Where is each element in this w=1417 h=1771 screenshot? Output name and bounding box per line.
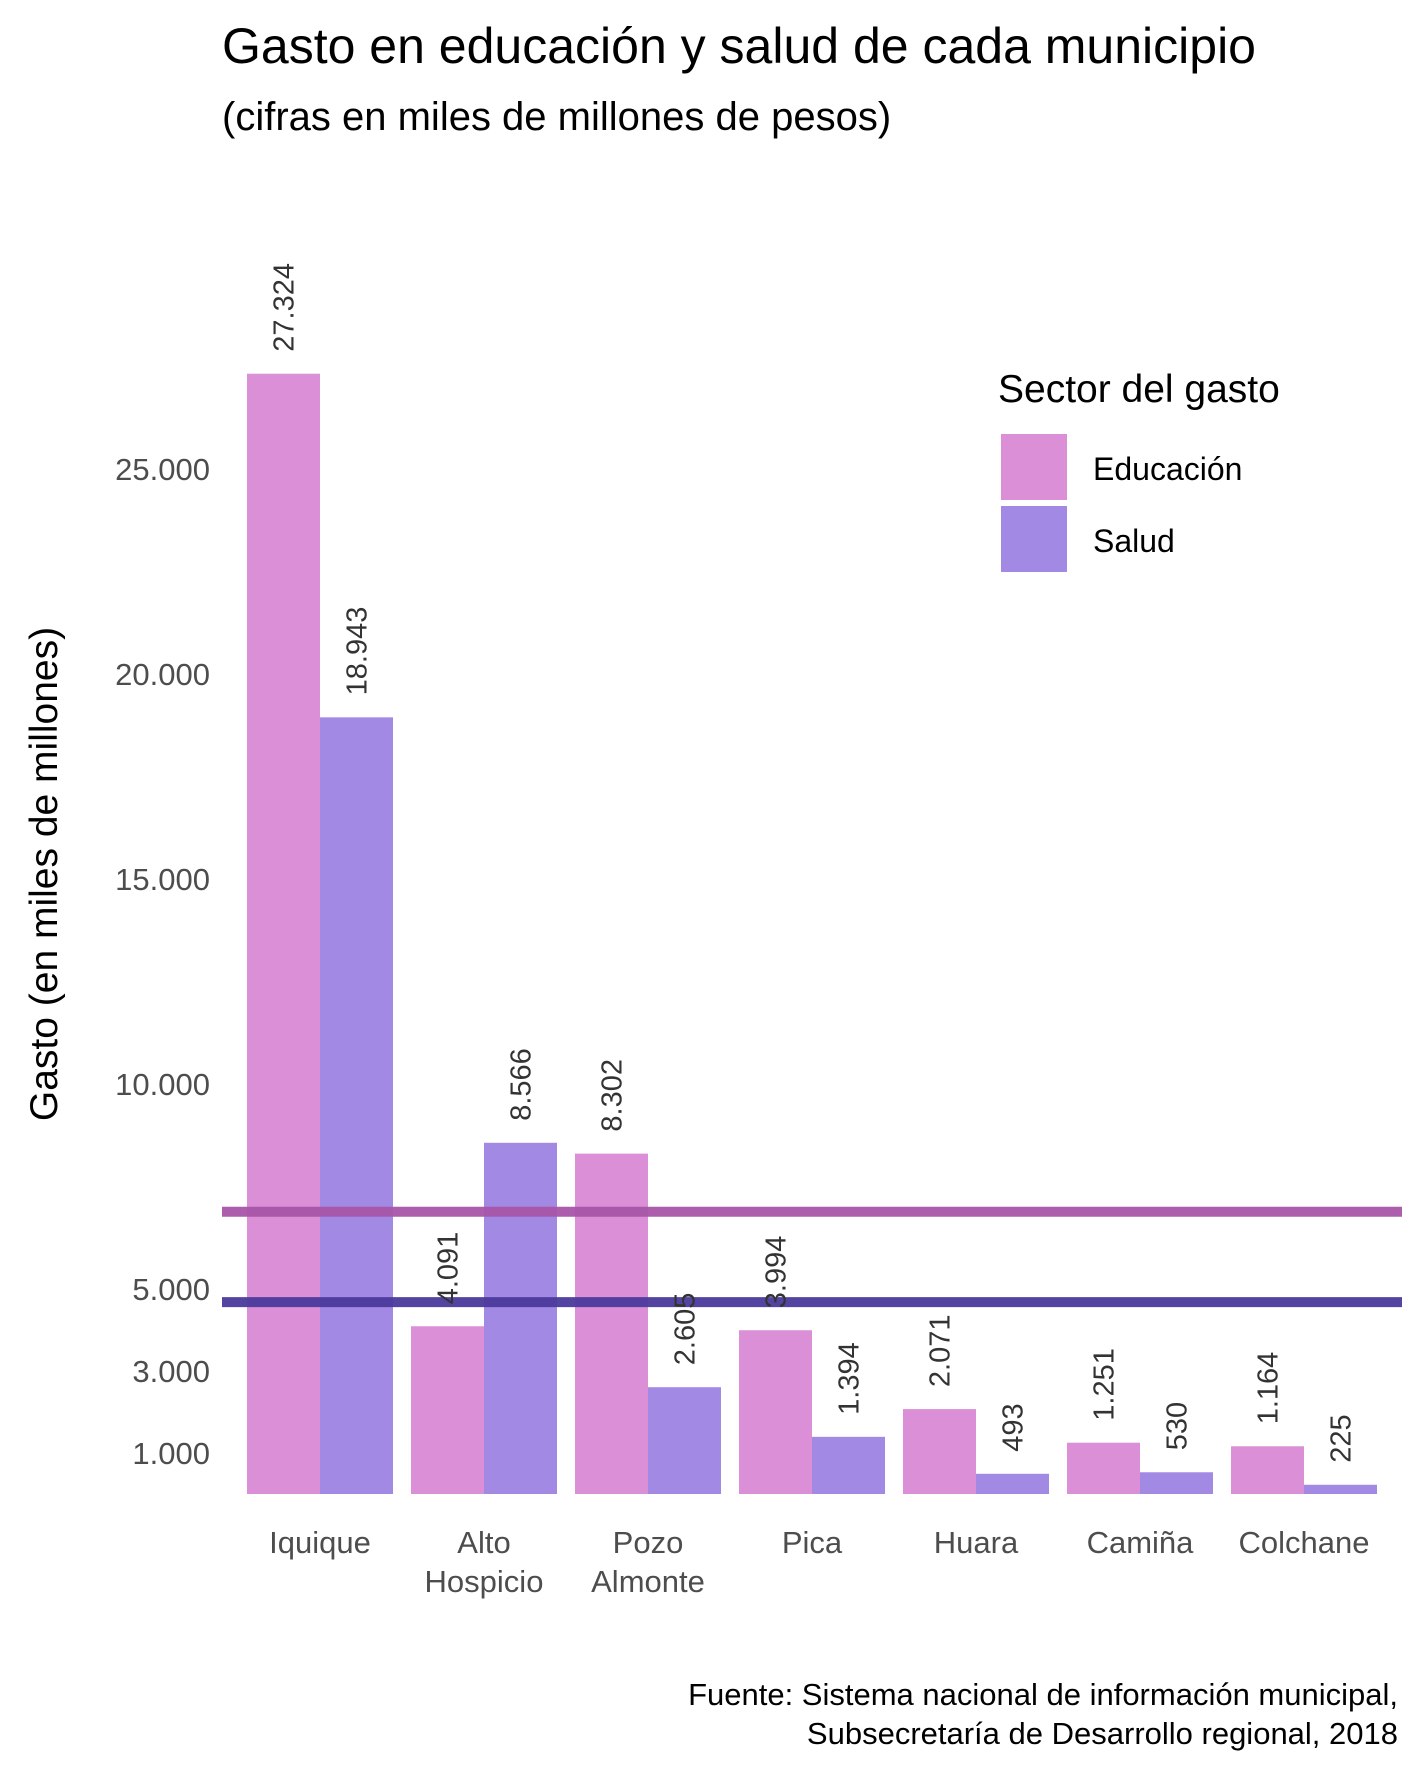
x-tick-label: Hospicio — [425, 1564, 544, 1599]
value-label-salud: 225 — [1326, 1414, 1358, 1462]
caption-line-2: Subsecretaría de Desarrollo regional, 20… — [807, 1716, 1398, 1751]
value-label-educacion: 1.164 — [1253, 1352, 1285, 1425]
y-tick-label: 15.000 — [115, 862, 210, 897]
y-tick-label: 3.000 — [132, 1354, 210, 1389]
value-label-educacion: 2.071 — [925, 1315, 957, 1388]
legend-swatch-salud — [1001, 506, 1067, 572]
y-axis-ticks: 1.000 3.000 5.000 10.000 15.000 20.000 25.000 — [115, 452, 210, 1471]
bar-educacion — [575, 1153, 648, 1494]
chart-title: Gasto en educación y salud de cada munic… — [222, 18, 1256, 74]
y-tick-label: 25.000 — [115, 452, 210, 487]
bar-salud — [1140, 1472, 1213, 1494]
value-label-salud: 8.566 — [506, 1048, 538, 1121]
y-tick-label: 10.000 — [115, 1067, 210, 1102]
legend-label-salud: Salud — [1093, 523, 1175, 559]
bar-salud — [484, 1142, 557, 1494]
legend-swatch-educacion — [1001, 434, 1067, 500]
bar-educacion — [1231, 1446, 1304, 1494]
value-label-educacion: 4.091 — [433, 1232, 465, 1305]
legend: Sector del gasto Educación Salud — [998, 368, 1280, 572]
value-label-salud: 493 — [998, 1403, 1030, 1451]
bar-educacion — [247, 373, 320, 1494]
x-tick-label: Pozo — [613, 1525, 684, 1560]
value-label-educacion: 1.251 — [1089, 1348, 1121, 1421]
caption-line-1: Fuente: Sistema nacional de información … — [688, 1677, 1398, 1712]
y-axis-label: Gasto (en miles de millones) — [23, 627, 66, 1121]
bar-salud — [812, 1436, 885, 1494]
bar-educacion — [411, 1326, 484, 1494]
x-tick-label: Alto — [457, 1525, 510, 1560]
legend-label-educacion: Educación — [1093, 451, 1242, 487]
x-tick-label: Iquique — [269, 1525, 371, 1560]
x-axis-ticks: Iquique Alto Hospicio Pozo Almonte Pica Huara C… — [269, 1525, 1369, 1599]
x-tick-label: Colchane — [1239, 1525, 1370, 1560]
value-label-educacion: 27.324 — [269, 263, 301, 352]
value-label-salud: 18.943 — [342, 607, 374, 696]
bar-salud — [648, 1387, 721, 1494]
legend-title: Sector del gasto — [998, 368, 1280, 411]
bar-salud — [1304, 1484, 1377, 1494]
x-tick-label: Almonte — [591, 1564, 705, 1599]
value-label-educacion: 3.994 — [761, 1236, 793, 1309]
y-tick-label: 5.000 — [132, 1272, 210, 1307]
reference-lines — [222, 1206, 1402, 1308]
x-tick-label: Huara — [934, 1525, 1019, 1560]
value-label-salud: 2.605 — [670, 1293, 702, 1366]
chart-subtitle: (cifras en miles de millones de pesos) — [222, 95, 891, 139]
x-tick-label: Camiña — [1087, 1525, 1195, 1560]
value-label-salud: 1.394 — [834, 1342, 866, 1415]
bar-salud — [320, 717, 393, 1494]
y-tick-label: 20.000 — [115, 657, 210, 692]
bar-educacion — [903, 1409, 976, 1494]
bars — [247, 373, 1377, 1494]
bar-educacion — [1067, 1442, 1140, 1494]
bar-salud — [976, 1473, 1049, 1494]
x-tick-label: Pica — [782, 1525, 843, 1560]
value-label-salud: 530 — [1162, 1402, 1194, 1450]
value-label-educacion: 8.302 — [597, 1059, 629, 1132]
y-tick-label: 1.000 — [132, 1436, 210, 1471]
bar-educacion — [739, 1330, 812, 1494]
value-labels: 27.324 4.091 8.302 3.994 2.071 1.251 1.164 18.9… — [269, 263, 1358, 1463]
